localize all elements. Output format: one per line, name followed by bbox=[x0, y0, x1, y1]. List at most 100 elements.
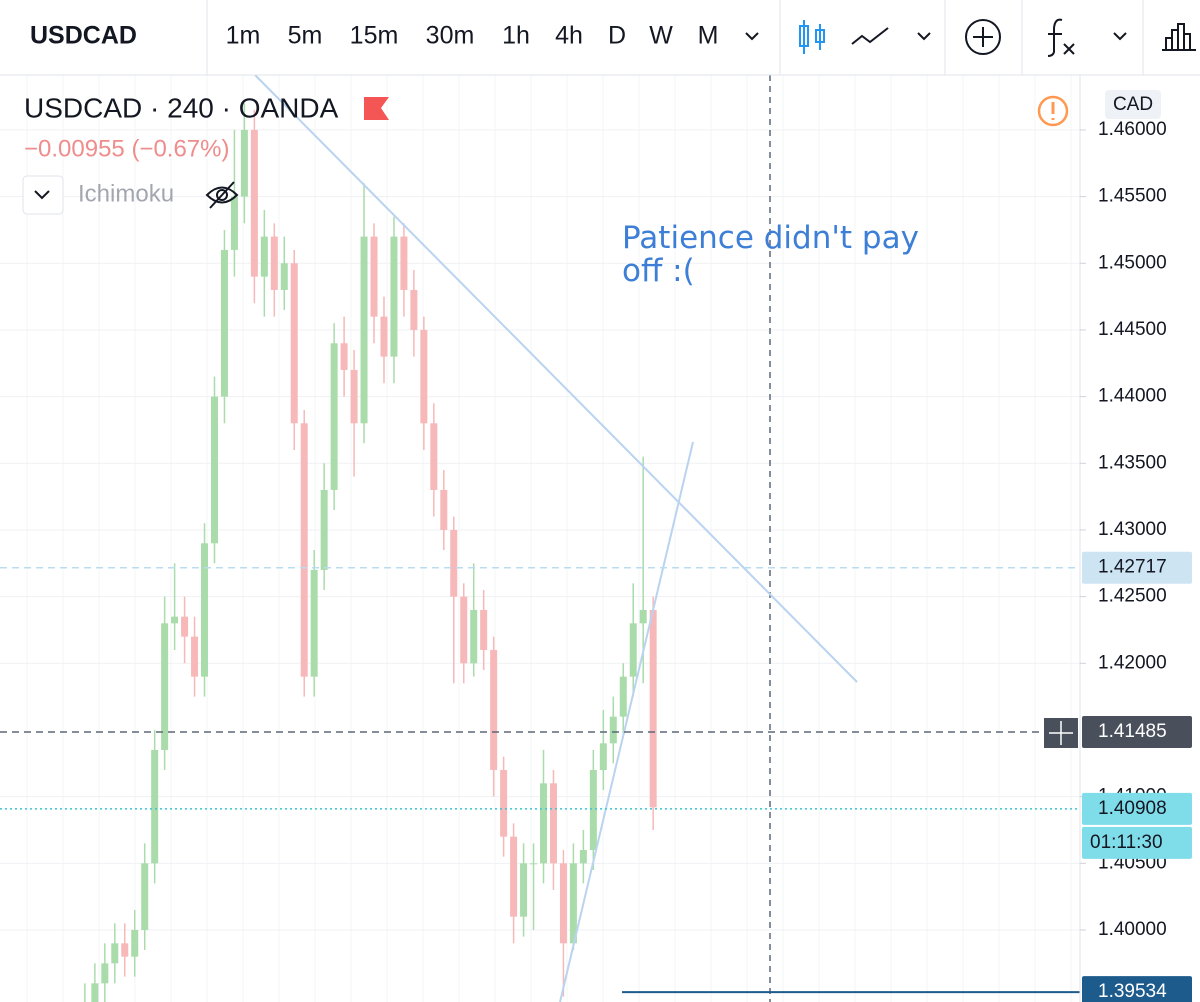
y-tick-label: 1.42000 bbox=[1098, 652, 1167, 673]
price-axis-labels: 1.400001.405001.410001.420001.425001.430… bbox=[1080, 119, 1167, 940]
candle-body bbox=[330, 343, 338, 490]
candle-body bbox=[559, 863, 567, 944]
timeframe[interactable]: 1m bbox=[226, 22, 261, 50]
bars-icon[interactable] bbox=[1162, 23, 1196, 51]
price-badges: 1.42717 1.41485 1.40908 01:11:30 1.39534 bbox=[1082, 551, 1192, 1002]
candle-body bbox=[320, 489, 328, 570]
candles bbox=[84, 103, 657, 1002]
candle-body bbox=[540, 783, 547, 864]
candle-body bbox=[260, 236, 268, 277]
grid bbox=[0, 129, 1080, 931]
visibility-icon[interactable] bbox=[205, 181, 239, 209]
candle-body bbox=[440, 489, 448, 530]
candle-body bbox=[470, 609, 478, 664]
candle-body bbox=[629, 623, 637, 677]
chevron[interactable] bbox=[917, 32, 931, 41]
candle-body bbox=[121, 943, 129, 957]
candle-body bbox=[91, 983, 99, 1002]
candle-body bbox=[530, 863, 538, 865]
timeframes: 1m 5m 15m 30m 1h 4h D W M bbox=[226, 22, 719, 50]
price-badge-label: 1.39534 bbox=[1098, 981, 1167, 1002]
timeframe[interactable]: 15m bbox=[350, 22, 399, 50]
candle-body bbox=[500, 769, 508, 837]
price-badge bbox=[1082, 715, 1192, 748]
candle-body bbox=[111, 943, 119, 964]
chevron[interactable] bbox=[1113, 32, 1127, 41]
flag[interactable] bbox=[364, 97, 389, 120]
currency: CAD bbox=[1113, 94, 1153, 115]
candle-body bbox=[310, 569, 318, 677]
price-badge-label: 1.42717 bbox=[1098, 557, 1167, 578]
fx-icon[interactable] bbox=[1047, 18, 1075, 57]
candle-body bbox=[410, 289, 418, 330]
candle-body bbox=[490, 649, 498, 770]
candle-body bbox=[290, 263, 298, 424]
candle-body bbox=[420, 329, 428, 424]
y-tick-label: 1.45000 bbox=[1098, 252, 1167, 273]
candle-body bbox=[380, 316, 388, 357]
candle-body bbox=[250, 129, 258, 277]
candle-body bbox=[400, 236, 408, 290]
candle-body bbox=[579, 849, 587, 864]
candle-body bbox=[639, 609, 647, 624]
trend-line bbox=[254, 74, 858, 683]
y-tick-label: 1.44500 bbox=[1098, 319, 1167, 340]
candle-body bbox=[230, 196, 238, 250]
timeframe[interactable]: 30m bbox=[426, 22, 475, 50]
candle-body bbox=[510, 836, 518, 917]
currency-pill bbox=[1105, 90, 1161, 119]
candle-body bbox=[599, 743, 607, 770]
chevron[interactable] bbox=[745, 32, 759, 41]
candle-body bbox=[161, 623, 169, 750]
price-badge bbox=[1082, 792, 1192, 825]
candle-body bbox=[390, 236, 398, 357]
price-badge bbox=[1082, 976, 1192, 1002]
candle-body bbox=[450, 529, 458, 597]
warning-icon[interactable] bbox=[1037, 95, 1069, 127]
legend-change: −0.00955 (−0.67%) bbox=[24, 135, 230, 162]
timeframe[interactable]: 4h bbox=[555, 22, 583, 50]
candle-body bbox=[101, 963, 109, 984]
timeframe[interactable]: W bbox=[649, 22, 673, 50]
candle-body bbox=[280, 263, 288, 290]
timeframe[interactable]: 5m bbox=[288, 22, 323, 50]
annotation: Patience didn't pay off :( bbox=[622, 220, 919, 289]
toolbar bbox=[0, 0, 1200, 75]
candle-body bbox=[191, 636, 199, 677]
indicator-name: Ichimoku bbox=[78, 180, 174, 207]
candle-body bbox=[360, 236, 368, 424]
countdown-badge bbox=[1082, 826, 1192, 859]
y-tick-label: 1.43000 bbox=[1098, 519, 1167, 540]
candle-body bbox=[201, 543, 209, 677]
timeframe[interactable]: M bbox=[698, 22, 719, 50]
symbol[interactable]: USDCAD bbox=[30, 22, 137, 50]
timeframe[interactable]: 1h bbox=[502, 22, 530, 50]
line-icon[interactable] bbox=[851, 27, 889, 45]
chevron bbox=[34, 190, 50, 200]
legend-title: USDCAD · 240 · OANDA bbox=[24, 92, 339, 123]
candle-body bbox=[480, 609, 488, 650]
candle-body bbox=[430, 423, 438, 490]
price-lines bbox=[0, 566, 1080, 994]
candle-body bbox=[350, 369, 358, 424]
separators bbox=[206, 0, 1144, 75]
legend-toggle[interactable] bbox=[22, 175, 64, 215]
add-icon[interactable] bbox=[965, 19, 1001, 55]
price-badge-label: 1.41485 bbox=[1098, 721, 1167, 742]
candle-body bbox=[131, 929, 139, 957]
candle-icon[interactable] bbox=[799, 20, 825, 54]
y-tick-label: 1.44000 bbox=[1098, 386, 1167, 407]
candle-body bbox=[619, 676, 627, 717]
candle-body bbox=[549, 783, 557, 864]
candle-body bbox=[520, 863, 528, 917]
timeframe[interactable]: D bbox=[608, 22, 626, 50]
candle-body bbox=[609, 716, 617, 744]
candle-body bbox=[300, 423, 308, 677]
trend-line bbox=[559, 441, 694, 1002]
candle-body bbox=[340, 343, 348, 370]
candle-body bbox=[171, 616, 179, 624]
candle-body bbox=[460, 596, 468, 664]
candle-body bbox=[181, 616, 189, 637]
candle-body bbox=[270, 236, 278, 290]
price-badge bbox=[1082, 551, 1192, 584]
